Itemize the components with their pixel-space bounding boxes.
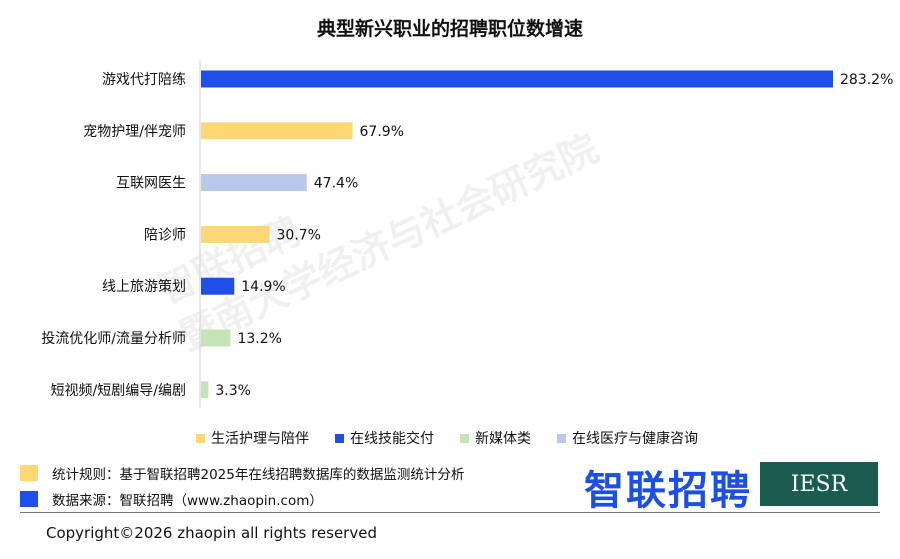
- bar: [201, 329, 231, 347]
- legend-label: 生活护理与陪伴: [211, 431, 309, 447]
- chart-title: 典型新兴职业的招聘职位数增速: [316, 18, 583, 40]
- zhaopin-logo: 智联招聘: [584, 468, 752, 514]
- category-label: 宠物护理/伴宠师: [83, 124, 186, 140]
- legend-item: 生活护理与陪伴: [196, 428, 309, 448]
- legend: 生活护理与陪伴 在线技能交付 新媒体类 在线医疗与健康咨询: [196, 428, 698, 448]
- category-label: 陪诊师: [144, 227, 186, 243]
- note-rule-text: 统计规则：基于智联招聘2025年在线招聘数据库的数据监测统计分析: [52, 467, 465, 483]
- value-label: 14.9%: [241, 279, 285, 295]
- bar: [201, 381, 209, 399]
- category-label: 游戏代打陪练: [102, 71, 186, 88]
- notes: 统计规则：基于智联招聘2025年在线招聘数据库的数据监测统计分析 数据来源：智联…: [20, 460, 464, 512]
- bar: [201, 225, 270, 243]
- value-label: 13.2%: [237, 331, 281, 347]
- value-label: 283.2%: [840, 72, 893, 88]
- legend-item: 新媒体类: [460, 428, 531, 448]
- bar: [201, 277, 235, 295]
- note-source: 数据来源：智联招聘（www.zhaopin.com）: [20, 486, 464, 512]
- bar: [201, 70, 833, 88]
- bar: [201, 122, 353, 140]
- divider: [20, 512, 880, 513]
- copyright: Copyright©2026 zhaopin all rights reserv…: [46, 524, 377, 542]
- category-label: 互联网医生: [116, 176, 186, 192]
- legend-label: 在线技能交付: [350, 431, 434, 447]
- legend-item: 在线技能交付: [335, 428, 434, 448]
- iesr-logo: IESR: [760, 462, 878, 506]
- legend-swatch: [196, 433, 205, 443]
- note-rule: 统计规则：基于智联招聘2025年在线招聘数据库的数据监测统计分析: [20, 460, 464, 486]
- note-source-text: 数据来源：智联招聘（www.zhaopin.com）: [52, 493, 323, 509]
- legend-swatch: [335, 433, 344, 443]
- value-label: 67.9%: [360, 124, 404, 140]
- legend-item: 在线医疗与健康咨询: [557, 428, 698, 448]
- category-label: 线上旅游策划: [102, 278, 186, 295]
- value-label: 30.7%: [277, 227, 321, 243]
- category-label: 短视频/短剧编导/编剧: [51, 383, 186, 399]
- note-source-swatch: [20, 491, 38, 507]
- legend-label: 新媒体类: [475, 431, 531, 447]
- category-label: 投流优化师/流量分析师: [41, 331, 186, 347]
- bar: [201, 174, 307, 192]
- bar-chart: 游戏代打陪练 283.2% 宠物护理/伴宠师 67.9% 互联网医生 47.4% 陪诊师 30…: [41, 60, 893, 408]
- value-label: 3.3%: [215, 383, 251, 399]
- legend-swatch: [557, 433, 566, 443]
- legend-label: 在线医疗与健康咨询: [572, 431, 698, 447]
- note-rule-swatch: [20, 465, 38, 481]
- legend-swatch: [460, 433, 469, 443]
- value-label: 47.4%: [314, 176, 358, 192]
